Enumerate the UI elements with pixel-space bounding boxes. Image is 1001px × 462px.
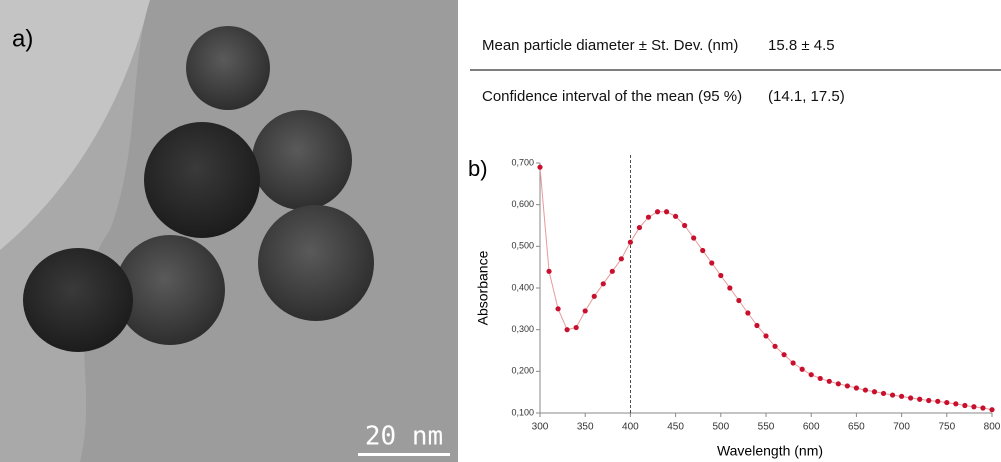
data-point: [817, 375, 823, 382]
panel-label: b): [468, 156, 488, 181]
panel-label: a): [12, 25, 33, 52]
data-point: [537, 164, 543, 170]
data-point: [971, 404, 977, 410]
data-point: [663, 209, 670, 215]
x-tick-label: 600: [803, 422, 820, 433]
data-point: [844, 383, 850, 389]
data-point: [871, 389, 878, 395]
data-point: [636, 224, 643, 231]
data-point: [926, 397, 932, 404]
y-tick-label: 0,600: [511, 199, 534, 209]
x-axis-label: Wavelength (nm): [717, 443, 823, 459]
data-point: [826, 378, 832, 384]
data-point: [709, 260, 715, 266]
data-point: [772, 343, 778, 349]
data-point: [600, 281, 606, 287]
data-point: [989, 407, 995, 413]
data-point: [609, 268, 615, 274]
tem-image: a) 20 nm: [0, 0, 458, 462]
data-point: [799, 366, 805, 372]
data-point: [727, 285, 733, 291]
data-point: [899, 393, 905, 399]
y-tick-label: 0,100: [511, 407, 534, 417]
data-point: [880, 390, 887, 397]
data-point: [627, 239, 634, 245]
data-point: [763, 333, 769, 339]
x-tick-label: 300: [532, 422, 549, 433]
x-tick-label: 650: [848, 422, 865, 433]
table-cell: Confidence interval of the mean (95 %): [482, 88, 742, 105]
data-point: [962, 402, 968, 409]
data-point: [691, 235, 697, 241]
stats-table: Mean particle diameter ± St. Dev. (nm) 1…: [470, 37, 1001, 105]
data-point: [908, 395, 914, 401]
data-point: [673, 213, 679, 219]
data-point: [835, 381, 841, 387]
data-point: [718, 272, 724, 279]
y-tick-label: 0,400: [511, 282, 534, 292]
data-point: [980, 405, 986, 411]
data-point: [591, 293, 597, 299]
data-point: [618, 256, 624, 262]
data-point: [808, 372, 814, 378]
data-point: [917, 396, 923, 402]
data-point: [781, 352, 787, 358]
data-point: [573, 324, 579, 331]
x-tick-label: 500: [712, 422, 729, 433]
data-point: [953, 401, 959, 407]
data-point: [564, 327, 570, 333]
x-tick-label: 400: [622, 422, 639, 433]
data-point: [682, 222, 688, 229]
data-point: [654, 209, 661, 215]
data-point: [754, 322, 760, 329]
y-axis-label: Absorbance: [475, 250, 491, 325]
data-point: [736, 297, 742, 304]
data-point: [935, 398, 941, 404]
series-line: [539, 167, 993, 411]
x-tick-label: 450: [667, 422, 684, 433]
x-tick-label: 800: [984, 422, 1001, 433]
y-tick-label: 0,700: [511, 157, 534, 167]
scale-bar-label: 20 nm: [365, 422, 443, 452]
table-cell: (14.1, 17.5): [768, 88, 845, 105]
y-tick-label: 0,500: [511, 241, 534, 251]
data-point: [790, 360, 796, 366]
data-point: [645, 214, 652, 220]
table-cell: 15.8 ± 4.5: [768, 37, 835, 54]
data-point: [862, 387, 869, 393]
data-point: [582, 308, 588, 314]
data-point: [555, 306, 561, 312]
y-tick-label: 0,300: [511, 324, 534, 334]
data-point: [546, 268, 552, 274]
x-tick-label: 700: [893, 422, 910, 433]
x-tick-label: 750: [938, 422, 955, 433]
data-point: [745, 310, 751, 316]
x-tick-label: 550: [758, 422, 775, 433]
table-cell: Mean particle diameter ± St. Dev. (nm): [482, 37, 738, 54]
data-point: [889, 392, 896, 398]
data-point: [700, 247, 706, 254]
data-point: [853, 385, 860, 391]
data-point: [944, 399, 950, 406]
y-tick-label: 0,200: [511, 366, 534, 376]
x-tick-label: 350: [577, 422, 594, 433]
